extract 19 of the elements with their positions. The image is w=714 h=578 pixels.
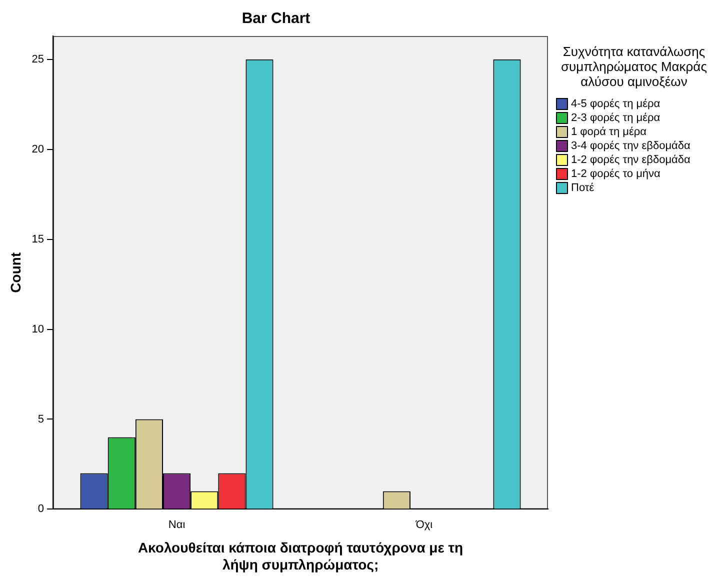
y-tick-label: 25: [32, 53, 44, 66]
legend-label: 1-2 φορές το μήνα: [571, 167, 660, 181]
chart-title: Bar Chart: [242, 10, 310, 28]
legend-label: Ποτέ: [571, 181, 594, 195]
y-tick-label: 5: [38, 413, 44, 426]
legend-label: 3-4 φορές την εβδομάδα: [571, 139, 690, 153]
y-tick-label: 20: [32, 143, 44, 156]
legend-label: 2-3 φορές τη μέρα: [571, 111, 660, 125]
x-axis-title: Ακολουθείται κάποια διατροφή ταυτόχρονα με τη λήψη συμπληρώματος;: [138, 540, 464, 572]
x-tick-label: Ναι: [168, 518, 186, 531]
legend-title: Συχνότητα κατανάλωσης συμπληρώματος Μακράς αλύσου αμινοξέων: [560, 44, 708, 89]
y-tick-label: 15: [32, 233, 44, 246]
y-axis-title: Count: [7, 252, 24, 293]
legend-label: 1 φορά τη μέρα: [571, 125, 646, 139]
legend-label: 4-5 φορές τη μέρα: [571, 97, 660, 111]
legend-label: 1-2 φορές την εβδομάδα: [571, 153, 690, 167]
y-tick-label: 0: [38, 503, 44, 516]
y-tick-label: 10: [32, 323, 44, 336]
x-tick-label: Όχι: [414, 518, 434, 531]
